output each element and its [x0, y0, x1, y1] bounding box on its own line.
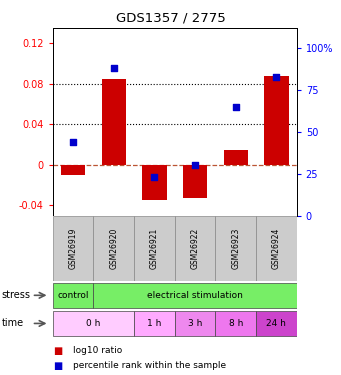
Point [71, 139, 76, 145]
Text: GDS1357 / 2775: GDS1357 / 2775 [116, 11, 225, 24]
Text: stress: stress [2, 290, 31, 300]
Bar [224, 150, 248, 165]
Point [152, 174, 157, 180]
Bar [216, 216, 256, 281]
Text: GSM26920: GSM26920 [109, 228, 118, 269]
Point [192, 162, 198, 168]
Point [233, 104, 238, 110]
Text: percentile rank within the sample: percentile rank within the sample [73, 361, 226, 370]
Bar [61, 165, 85, 175]
Bar [53, 283, 93, 308]
Bar [134, 216, 175, 281]
Text: control: control [57, 291, 89, 300]
Bar [134, 311, 175, 336]
Text: ■: ■ [53, 346, 62, 355]
Text: 1 h: 1 h [147, 319, 162, 328]
Bar [183, 165, 207, 198]
Text: 3 h: 3 h [188, 319, 202, 328]
Text: 8 h: 8 h [228, 319, 243, 328]
Bar [93, 216, 134, 281]
Text: time: time [2, 318, 24, 328]
Text: 24 h: 24 h [266, 319, 286, 328]
Bar [256, 311, 297, 336]
Bar [256, 216, 297, 281]
Text: electrical stimulation: electrical stimulation [147, 291, 243, 300]
Bar [142, 165, 167, 200]
Text: GSM26923: GSM26923 [231, 228, 240, 269]
Bar [216, 311, 256, 336]
Text: GSM26921: GSM26921 [150, 228, 159, 269]
Text: ■: ■ [53, 361, 62, 370]
Bar [93, 283, 297, 308]
Bar [102, 79, 126, 165]
Point [273, 74, 279, 80]
Bar [53, 216, 93, 281]
Text: GSM26924: GSM26924 [272, 228, 281, 269]
Bar [264, 76, 288, 165]
Bar [175, 216, 216, 281]
Text: 0 h: 0 h [86, 319, 101, 328]
Point [111, 65, 117, 71]
Text: GSM26919: GSM26919 [69, 228, 78, 269]
Bar [175, 311, 216, 336]
Bar [53, 311, 134, 336]
Text: log10 ratio: log10 ratio [73, 346, 122, 355]
Text: GSM26922: GSM26922 [191, 228, 199, 269]
